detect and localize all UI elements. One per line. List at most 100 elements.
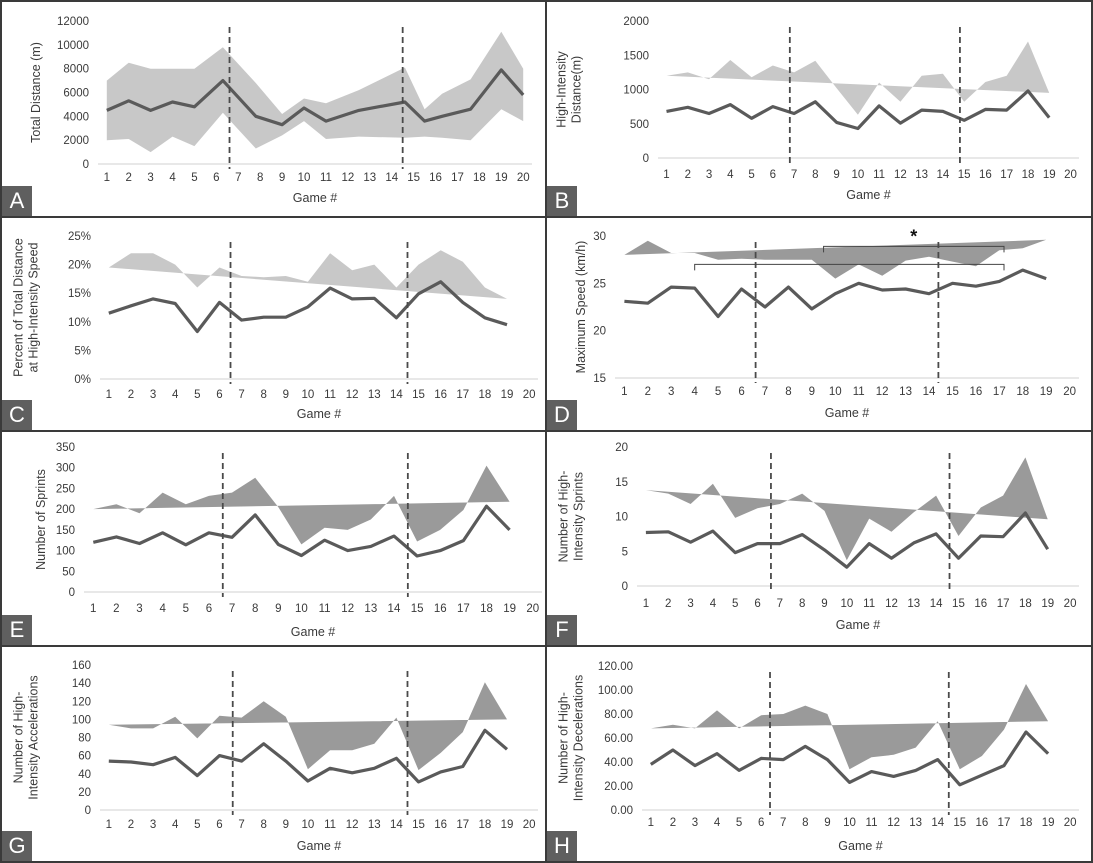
x-tick-label: 12 bbox=[876, 386, 889, 398]
x-tick-label: 9 bbox=[809, 386, 815, 398]
x-axis-label: Game # bbox=[836, 618, 881, 632]
x-tick-label: 12 bbox=[346, 819, 359, 831]
x-tick-label: 18 bbox=[480, 603, 493, 615]
x-tick-label: 5 bbox=[194, 389, 200, 401]
x-tick-label: 4 bbox=[172, 819, 179, 831]
range-band-h bbox=[650, 684, 1049, 770]
x-tick-label: 20 bbox=[1064, 169, 1077, 181]
panel-h: 0.00 20.00 40.00 60.00 80.00 100.00 120.00 1 2 3 4… bbox=[545, 645, 1093, 863]
x-tick-label: 3 bbox=[706, 169, 712, 181]
y-tick-label: 25 bbox=[593, 278, 606, 290]
y-tick-label: 2000 bbox=[63, 135, 89, 147]
x-tick-label: 2 bbox=[128, 389, 134, 401]
x-tick-label: 18 bbox=[1016, 386, 1029, 398]
range-band-a bbox=[106, 31, 524, 153]
x-axis-label: Game # bbox=[297, 407, 342, 421]
x-tick-label: 8 bbox=[799, 598, 805, 610]
x-tick-label: 13 bbox=[907, 598, 920, 610]
x-tick-label: 7 bbox=[791, 169, 797, 181]
x-tick-label: 4 bbox=[710, 598, 717, 610]
mean-line-g bbox=[108, 728, 509, 784]
x-tick-label: 12 bbox=[346, 389, 359, 401]
x-tick-label: 19 bbox=[503, 603, 516, 615]
x-tick-label: 19 bbox=[501, 819, 514, 831]
x-tick-label: 5 bbox=[194, 819, 200, 831]
y-tick-label: 1500 bbox=[623, 50, 649, 62]
y-tick-label: 60 bbox=[78, 751, 91, 763]
panel-g: 0 20 40 60 80 100 120 140 160 1 2 3 4 5 6 7 8 9 10 11 12 13 14… bbox=[0, 645, 547, 863]
y-tick-label: 8000 bbox=[63, 64, 89, 76]
y-tick-label: 15% bbox=[68, 288, 91, 300]
x-tick-label: 1 bbox=[643, 598, 649, 610]
x-tick-label: 3 bbox=[692, 817, 698, 829]
x-tick-label: 1 bbox=[663, 169, 669, 181]
panel-badge-c: C bbox=[2, 400, 32, 430]
mean-line-f bbox=[645, 511, 1050, 569]
x-tick-label: 10 bbox=[829, 386, 842, 398]
x-tick-label: 11 bbox=[863, 598, 875, 610]
x-tick-label: 4 bbox=[172, 389, 179, 401]
y-axis-label: at High-Intensity Speed bbox=[27, 242, 41, 372]
y-tick-label: 20% bbox=[68, 260, 91, 272]
y-tick-label: 0 bbox=[69, 587, 75, 599]
x-tick-label: 14 bbox=[937, 169, 950, 181]
y-axis-label: Intensity Decelerations bbox=[572, 675, 586, 801]
x-tick-label: 20 bbox=[1063, 386, 1076, 398]
panel-badge-f: F bbox=[547, 615, 577, 645]
range-band-c bbox=[108, 250, 508, 299]
x-tick-label: 11 bbox=[319, 603, 331, 615]
y-tick-label: 150 bbox=[56, 525, 75, 537]
y-tick-label: 20 bbox=[78, 787, 91, 799]
x-tick-label: 6 bbox=[216, 819, 222, 831]
x-tick-label: 6 bbox=[216, 389, 222, 401]
x-tick-label: 5 bbox=[183, 603, 189, 615]
x-tick-label: 5 bbox=[191, 172, 197, 184]
significance-bracket-1 bbox=[694, 263, 1005, 271]
x-tick-label: 10 bbox=[302, 819, 315, 831]
x-tick-label: 14 bbox=[388, 603, 401, 615]
range-band-e bbox=[93, 465, 510, 545]
x-tick-label: 6 bbox=[770, 169, 776, 181]
y-tick-label: 300 bbox=[56, 463, 75, 475]
x-tick-label: 13 bbox=[368, 819, 381, 831]
y-tick-label: 15 bbox=[593, 373, 606, 385]
x-tick-label: 2 bbox=[128, 819, 134, 831]
x-tick-label: 17 bbox=[457, 603, 470, 615]
x-tick-label: 20 bbox=[517, 172, 530, 184]
y-axis-label: Maximum Speed (km/h) bbox=[574, 241, 588, 374]
x-tick-label: 18 bbox=[1019, 598, 1032, 610]
y-axis-label: High-Intensity bbox=[555, 51, 569, 128]
x-tick-label: 2 bbox=[113, 603, 119, 615]
x-tick-label: 1 bbox=[106, 389, 112, 401]
x-tick-label: 7 bbox=[229, 603, 235, 615]
x-tick-label: 3 bbox=[668, 386, 674, 398]
y-tick-label: 100 bbox=[72, 714, 91, 726]
x-tick-label: 19 bbox=[495, 172, 508, 184]
x-tick-label: 12 bbox=[887, 817, 900, 829]
x-tick-label: 5 bbox=[715, 386, 721, 398]
x-tick-label: 16 bbox=[434, 389, 447, 401]
mean-line-d bbox=[624, 268, 1047, 319]
y-tick-label: 30 bbox=[593, 231, 606, 243]
y-tick-label: 5 bbox=[622, 546, 628, 558]
y-tick-label: 5% bbox=[74, 345, 91, 357]
x-tick-label: 18 bbox=[1022, 169, 1035, 181]
x-tick-label: 15 bbox=[952, 598, 965, 610]
x-tick-label: 14 bbox=[385, 172, 398, 184]
x-tick-label: 7 bbox=[238, 389, 244, 401]
y-tick-label: 0 bbox=[643, 153, 649, 165]
x-tick-label: 11 bbox=[873, 169, 885, 181]
y-tick-label: 120.00 bbox=[598, 661, 633, 673]
x-tick-label: 8 bbox=[252, 603, 258, 615]
y-tick-label: 100.00 bbox=[598, 685, 633, 697]
x-tick-label: 14 bbox=[390, 389, 403, 401]
y-axis-label: Number of High- bbox=[557, 692, 571, 784]
x-tick-label: 6 bbox=[754, 598, 760, 610]
y-tick-label: 100 bbox=[56, 546, 75, 558]
panel-d: * 15 20 25 30 1 2 3 4 5 6 7 8 9 10 11 12 13 14 15 16 17 18 19 20… bbox=[545, 216, 1093, 432]
x-tick-label: 16 bbox=[969, 386, 982, 398]
